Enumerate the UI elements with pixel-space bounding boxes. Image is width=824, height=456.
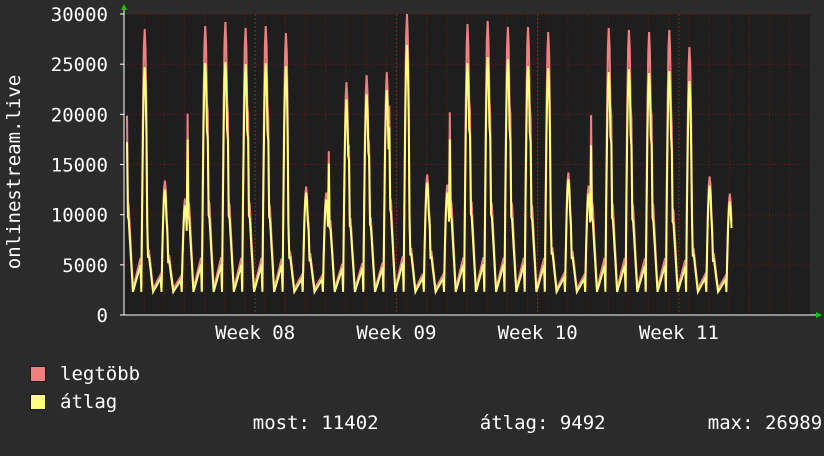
stat-current: most: 11402: [207, 390, 379, 456]
x-tick-labels: Week 08 Week 09 Week 10 Week 11: [215, 322, 719, 344]
legend-swatch-max: [30, 366, 46, 382]
x-tick-label: Week 09: [356, 322, 436, 344]
stat-average-value: 9492: [559, 412, 606, 434]
y-tick-label: 5000: [62, 255, 108, 277]
axes: [121, 4, 822, 318]
y-axis-label: onlinestream.live: [3, 75, 25, 269]
x-axis-arrow: [816, 312, 822, 318]
series-layer: [126, 13, 733, 296]
y-tick-label: 25000: [51, 54, 108, 76]
x-tick-label: Week 10: [498, 322, 578, 344]
x-tick-label: Week 11: [639, 322, 719, 344]
y-tick-label: 20000: [51, 104, 108, 126]
legend-label-max: legtöbb: [60, 363, 141, 385]
series-avg-line: [126, 45, 733, 296]
stat-average-label: átlag:: [479, 412, 549, 434]
legend-item-avg: átlag: [30, 390, 117, 414]
stat-max-label: max:: [707, 412, 754, 434]
stat-average: átlag: 9492: [434, 390, 606, 456]
legend-swatch-avg: [30, 394, 46, 410]
stat-max: max: 26989: [662, 390, 822, 456]
legend-item-max: legtöbb: [30, 362, 140, 386]
y-tick-label: 0: [97, 305, 108, 327]
stat-current-label: most:: [252, 412, 310, 434]
y-axis-arrow: [121, 4, 127, 10]
stat-max-value: 26989: [764, 412, 823, 434]
y-tick-label: 15000: [51, 155, 108, 177]
legend-label-avg: átlag: [60, 391, 118, 413]
graph-panel: 0 5000 10000 15000 20000 25000 30000 Week 08 We…: [3, 4, 822, 434]
y-tick-label: 10000: [51, 205, 108, 227]
stat-current-value: 11402: [321, 412, 379, 434]
y-tick-label: 30000: [51, 4, 108, 26]
x-tick-label: Week 08: [215, 322, 295, 344]
y-tick-labels: 0 5000 10000 15000 20000 25000 30000: [51, 4, 124, 327]
